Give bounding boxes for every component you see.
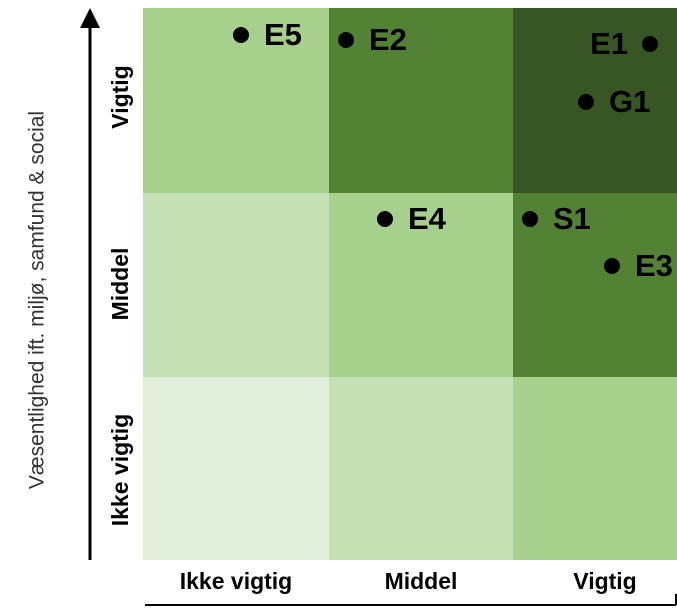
row-label: Ikke vigtig [107, 414, 133, 526]
point-dot [642, 36, 658, 52]
point-label: S1 [553, 201, 591, 236]
point-label: E4 [408, 201, 447, 236]
cell [513, 377, 677, 560]
point-dot [522, 211, 538, 227]
point-dot [338, 32, 354, 48]
point-dot [233, 27, 249, 43]
point-label: E3 [635, 248, 673, 283]
cell [143, 377, 329, 560]
point-label: G1 [609, 84, 650, 119]
point-dot [604, 258, 620, 274]
grid [143, 8, 677, 560]
column-label: Vigtig [573, 568, 636, 594]
column-label: Middel [385, 568, 458, 594]
point-label: E5 [264, 17, 302, 52]
row-label: Vigtig [107, 65, 133, 128]
y-axis-arrow [80, 8, 100, 28]
point-label: E2 [369, 22, 407, 57]
column-label: Ikke vigtig [180, 568, 292, 594]
point-dot [377, 211, 393, 227]
point-label: E1 [590, 26, 628, 61]
cell [143, 193, 329, 377]
cell [329, 8, 513, 193]
point-dot [578, 94, 594, 110]
row-label: Middel [107, 248, 133, 321]
y-axis-label: Væsentlighed ift. miljø, samfund & socia… [26, 111, 49, 489]
cell [329, 193, 513, 377]
cell [329, 377, 513, 560]
cell [513, 193, 677, 377]
